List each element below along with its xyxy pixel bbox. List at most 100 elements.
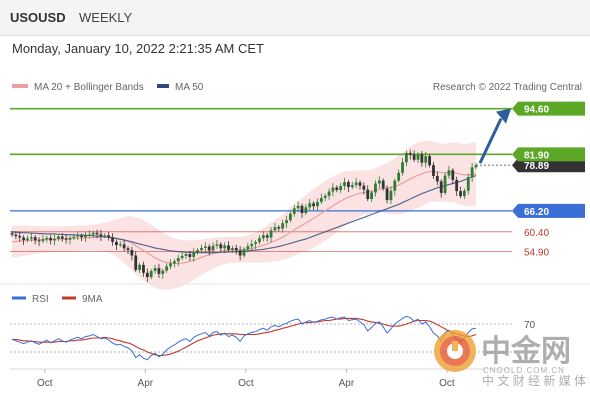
candle-body — [153, 268, 157, 271]
forecast-arrow-head — [496, 108, 511, 124]
candle-body — [393, 180, 397, 191]
candle-body — [234, 247, 238, 251]
candle-body — [412, 154, 416, 160]
watermark-domain: CNGOLD.COM.CN — [483, 366, 565, 375]
candle-body — [231, 247, 234, 250]
level-tag-shape-94.60 — [512, 101, 585, 116]
candle-body — [366, 189, 370, 199]
candle-body — [138, 264, 141, 270]
candle-body — [261, 235, 265, 239]
period-label: WEEKLY — [79, 10, 133, 25]
candle-body — [53, 238, 56, 241]
main-legend: MA 20 + Bollinger Bands MA 50 Research ©… — [12, 82, 582, 93]
candle-body — [126, 248, 130, 251]
candle-body — [401, 162, 404, 173]
candle-body — [215, 244, 219, 246]
candle-body — [385, 188, 389, 201]
price-tags-layer: 78.89 94.60 81.90 66.20 60.40 54.90 — [512, 101, 585, 259]
candle-body — [327, 191, 331, 196]
candle-body — [254, 242, 257, 244]
candle-body — [300, 205, 304, 214]
candle-body — [219, 244, 223, 249]
candle-body — [64, 238, 68, 240]
rsi-9ma-line — [12, 317, 477, 357]
candle-body — [289, 213, 292, 221]
candle-body — [439, 181, 443, 193]
candle-body — [103, 235, 107, 237]
watermark-cn-name: 中金网 — [481, 334, 571, 368]
candle-body — [29, 237, 33, 239]
candle-body — [145, 272, 149, 278]
candle-body — [223, 245, 227, 249]
candle-body — [447, 170, 451, 176]
candle-body — [459, 191, 462, 197]
candle-body — [424, 156, 428, 163]
candle-body — [203, 246, 207, 248]
candle-body — [408, 152, 412, 155]
candle-body — [173, 261, 176, 264]
candle-body — [22, 237, 25, 241]
level-tag-94.60: 94.60 — [512, 101, 585, 116]
candle-body — [180, 255, 184, 259]
candle-body — [91, 232, 95, 235]
candle-body — [80, 235, 83, 238]
candle-body — [474, 165, 478, 168]
symbol-title: USOUSD — [10, 10, 66, 25]
candle-body — [192, 252, 196, 257]
candle-body — [420, 154, 424, 163]
candle-body — [455, 179, 459, 192]
legend-label-rsi: RSI — [32, 294, 49, 305]
candle-body — [451, 170, 455, 180]
candle-body — [470, 167, 474, 178]
candle-body — [176, 258, 180, 262]
level-tag-text-66.20: 66.20 — [524, 207, 549, 218]
level-label-54.90: 54.90 — [524, 248, 549, 259]
candle-body — [265, 235, 269, 238]
candle-body — [207, 246, 211, 251]
candle-body — [118, 244, 122, 246]
candle-body — [184, 254, 188, 256]
x-tick-label-apr: Apr — [339, 378, 355, 389]
candle-body — [45, 237, 49, 240]
price-levels-layer — [10, 107, 512, 253]
candle-body — [285, 220, 288, 224]
candle-body — [41, 239, 45, 242]
rsi-panel-layer: 70 — [10, 315, 536, 361]
forecast-arrow-layer — [478, 108, 511, 164]
watermark: 中金网 CNGOLD.COM.CN 中 文 财 经 新 媒 体 — [434, 330, 586, 388]
candle-body — [188, 254, 192, 257]
candle-body — [200, 247, 203, 251]
candle-body — [405, 152, 408, 163]
level-tag-66.20: 66.20 — [512, 203, 585, 218]
candle-body — [134, 255, 138, 270]
candle-body — [238, 250, 242, 256]
rsi-legend: RSI 9MA — [12, 294, 103, 305]
x-tick-label-oct: Oct — [439, 378, 455, 389]
level-tag-text-94.60: 94.60 — [524, 105, 549, 116]
candle-body — [323, 195, 327, 198]
candle-body — [26, 238, 29, 241]
candle-body — [99, 234, 103, 237]
candle-body — [316, 201, 319, 207]
candle-body — [435, 175, 439, 182]
candle-body — [381, 180, 385, 189]
header-bar: USOUSD WEEKLY — [0, 0, 590, 36]
candle-body — [57, 236, 60, 239]
candle-body — [397, 172, 401, 181]
level-tag-text-81.90: 81.90 — [524, 150, 549, 161]
candle-body — [157, 268, 161, 274]
candle-body — [362, 185, 366, 190]
candle-body — [319, 197, 323, 202]
zhongjin-coin-logo-icon — [434, 330, 476, 372]
forecast-arrow-shaft — [478, 118, 503, 164]
candle-body — [115, 241, 118, 246]
candle-body — [370, 192, 373, 199]
level-label-60.40: 60.40 — [524, 228, 549, 239]
candle-body — [463, 190, 466, 197]
timestamp: Monday, January 10, 2022 2:21:35 AM CET — [12, 41, 264, 56]
level-tag-81.90: 81.90 — [512, 147, 585, 162]
level-tag-shape-66.20 — [512, 203, 585, 218]
candle-body — [84, 235, 87, 238]
candle-body — [389, 190, 393, 201]
